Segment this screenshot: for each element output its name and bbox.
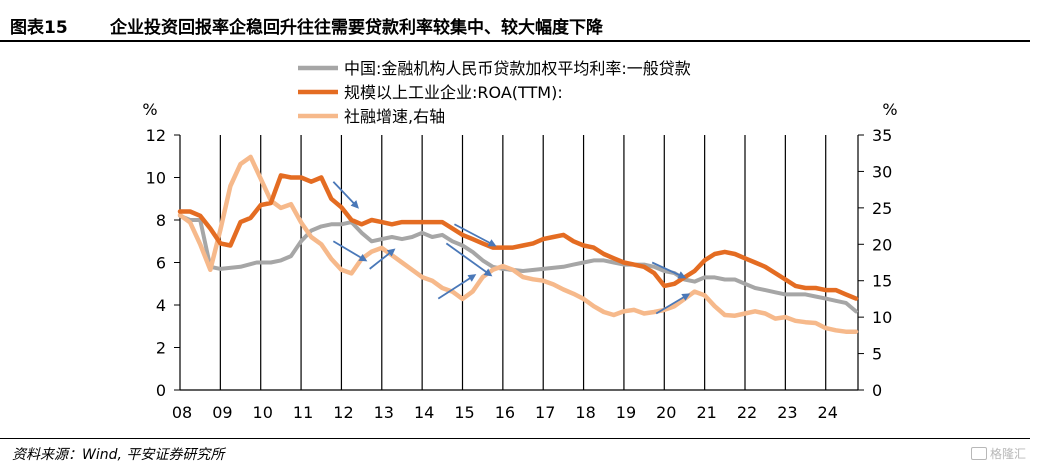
y-right-tick-label: 35 [872,126,892,145]
legend: 中国:金融机构人民币贷款加权平均利率:一般贷款规模以上工业企业:ROA(TTM)… [298,59,691,126]
x-tick-label: 18 [575,403,595,422]
figure-footer: 资料来源：Wind, 平安证券研究所 格隆汇 [0,438,1038,470]
y-right-tick-label: 20 [872,235,892,254]
axes: 08 09 10 11 12 13 14 15 16 17 18 19 20 21 22 23 24024681… [142,100,897,422]
trend-arrow-6 [437,274,477,300]
watermark: 格隆汇 [970,445,1026,462]
source-note: 资料来源：Wind, 平安证券研究所 [12,447,225,463]
x-tick-label: 16 [495,403,515,422]
legend-loan-rate-label: 中国:金融机构人民币贷款加权平均利率:一般贷款 [344,59,691,78]
vertical-grid [219,135,827,390]
series-tsf-line [177,154,859,334]
x-tick-label: 21 [696,403,716,422]
y-right-tick-label: 30 [872,162,892,181]
watermark-text: 格隆汇 [989,447,1026,461]
line-chart: 中国:金融机构人民币贷款加权平均利率:一般贷款规模以上工业企业:ROA(TTM)… [142,59,897,422]
x-tick-label: 24 [818,403,838,422]
y-left-unit: % [142,100,157,119]
x-tick-label: 11 [293,403,313,422]
trend-arrow-2 [332,240,368,262]
y-left-tick-label: 4 [156,296,166,315]
figure-header: 图表15 企业投资回报率企稳回升往往需要贷款利率较集中、较大幅度下降 [0,0,1030,42]
y-left-tick-label: 8 [156,211,166,230]
y-left-tick-label: 2 [156,339,166,358]
trend-arrow-4 [454,223,497,247]
x-tick-label: 14 [414,403,434,422]
x-tick-label: 13 [374,403,394,422]
y-right-tick-label: 10 [872,308,892,327]
y-right-tick-label: 0 [872,381,882,400]
y-right-tick-label: 15 [872,272,892,291]
x-tick-label: 09 [212,403,232,422]
y-left-tick-label: 12 [146,126,166,145]
x-tick-label: 22 [737,403,757,422]
x-tick-label: 15 [454,403,474,422]
x-tick-label: 08 [172,403,192,422]
trend-arrow-8 [655,293,691,315]
x-tick-label: 17 [535,403,555,422]
y-right-tick-label: 25 [872,199,892,218]
trend-arrow-1 [332,181,359,209]
x-tick-label: 20 [656,403,676,422]
y-left-tick-label: 6 [156,254,166,273]
watermark-logo-icon [970,447,987,460]
series-loan-rate-line [178,213,858,314]
series-layer [177,154,859,334]
figure-label: 图表15 [10,18,68,38]
x-tick-label: 23 [777,403,797,422]
y-left-tick-label: 0 [156,381,166,400]
x-tick-label: 12 [333,403,353,422]
footer-divider [0,438,1030,439]
trend-arrow-5 [445,242,493,277]
x-tick-label: 19 [616,403,636,422]
trend-arrows [332,181,691,315]
y-left-tick-label: 10 [146,169,166,188]
y-right-unit: % [882,100,897,119]
header-divider [0,40,1030,42]
trend-arrow-7 [651,261,687,279]
series-roa-line [177,173,859,301]
figure-title: 企业投资回报率企稳回升往往需要贷款利率较集中、较大幅度下降 [110,18,603,38]
y-right-tick-label: 5 [872,345,882,364]
legend-tsf-label: 社融增速,右轴 [344,107,445,126]
trend-arrow-3 [369,248,396,270]
x-tick-label: 10 [253,403,273,422]
legend-roa-label: 规模以上工业企业:ROA(TTM): [344,83,563,102]
